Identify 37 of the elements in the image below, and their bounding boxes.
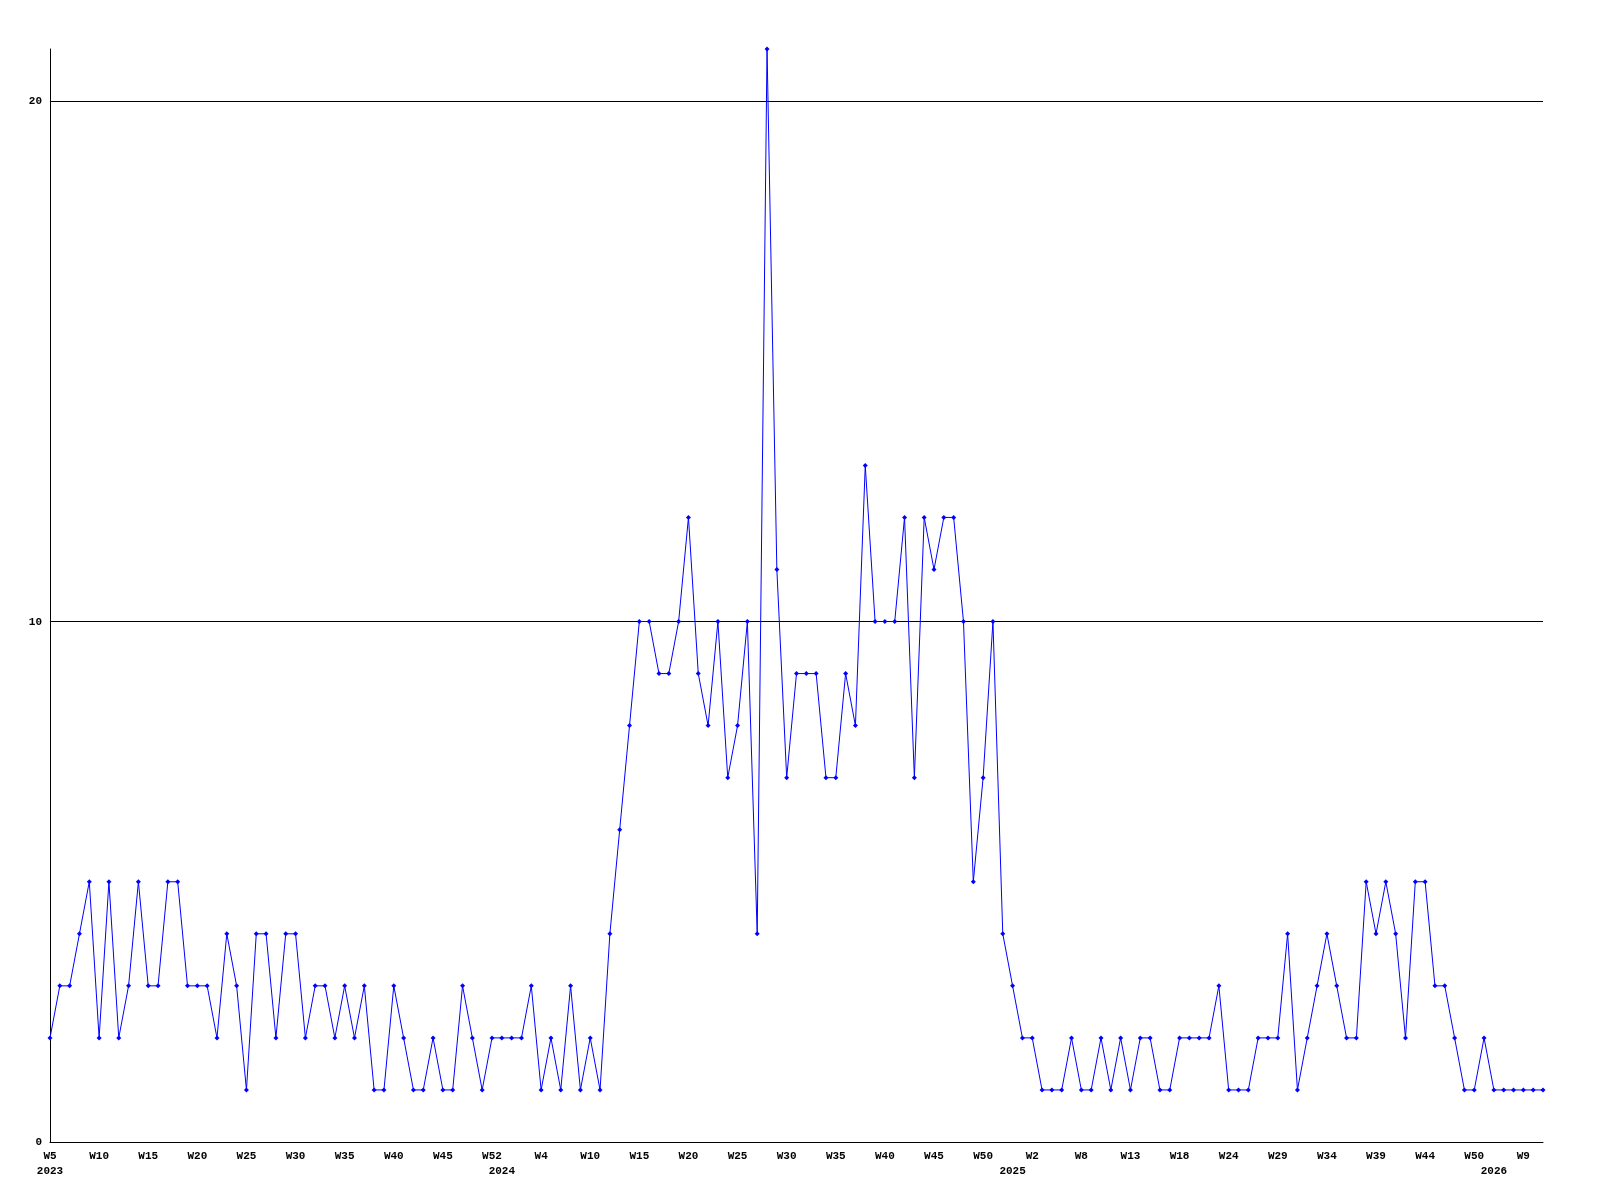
x-tick-label: W4 bbox=[534, 1149, 549, 1162]
x-tick-label: W44 bbox=[1415, 1149, 1436, 1162]
x-tick-label: W40 bbox=[383, 1149, 404, 1162]
x-tick-label: W50 bbox=[973, 1149, 994, 1162]
y-tick-label: 20 bbox=[28, 95, 42, 108]
x-tick-label: W45 bbox=[432, 1149, 454, 1162]
x-tick-label: W20 bbox=[678, 1149, 699, 1162]
x-tick-label: W10 bbox=[580, 1149, 601, 1162]
x-tick-label: W25 bbox=[236, 1149, 257, 1162]
x-tick-label: W8 bbox=[1074, 1149, 1089, 1162]
y-tick-label: 0 bbox=[35, 1136, 42, 1148]
x-tick-label: W9 bbox=[1516, 1149, 1530, 1162]
x-tick-label: W52 bbox=[482, 1149, 502, 1162]
x-tick-label: W40 bbox=[875, 1149, 895, 1162]
x-tick-label: W18 bbox=[1169, 1149, 1190, 1162]
x-tick-label: W13 bbox=[1120, 1149, 1141, 1162]
x-tick-label: W24 bbox=[1218, 1149, 1239, 1162]
x-tick-label: W5 2023 bbox=[36, 1149, 64, 1177]
x-tick-label: W20 bbox=[187, 1149, 208, 1162]
x-tick-label: W35 bbox=[334, 1149, 355, 1162]
x-tick-label: W15 bbox=[138, 1149, 159, 1162]
x-tick-label: W30 bbox=[285, 1149, 306, 1162]
x-tick-label: W45 bbox=[924, 1149, 945, 1162]
x-tick-label: W50 bbox=[1464, 1149, 1485, 1162]
x-tick-label: W29 bbox=[1267, 1149, 1288, 1162]
x-tick-label: W35 bbox=[825, 1149, 847, 1162]
x-tick-label: W25 bbox=[727, 1149, 748, 1162]
x-tick-label: 2024 bbox=[488, 1164, 516, 1177]
x-tick-label: 2025 bbox=[999, 1164, 1027, 1177]
x-tick-label: W39 bbox=[1366, 1149, 1386, 1162]
x-tick-label: W2 bbox=[1025, 1149, 1039, 1162]
y-tick-label: 10 bbox=[28, 615, 42, 628]
x-tick-label: W10 bbox=[89, 1149, 110, 1162]
x-tick-label: W34 bbox=[1317, 1149, 1338, 1162]
x-tick-label: W15 bbox=[629, 1149, 650, 1162]
x-tick-label: W30 bbox=[776, 1149, 797, 1162]
x-tick-label: 2026 bbox=[1480, 1164, 1508, 1177]
